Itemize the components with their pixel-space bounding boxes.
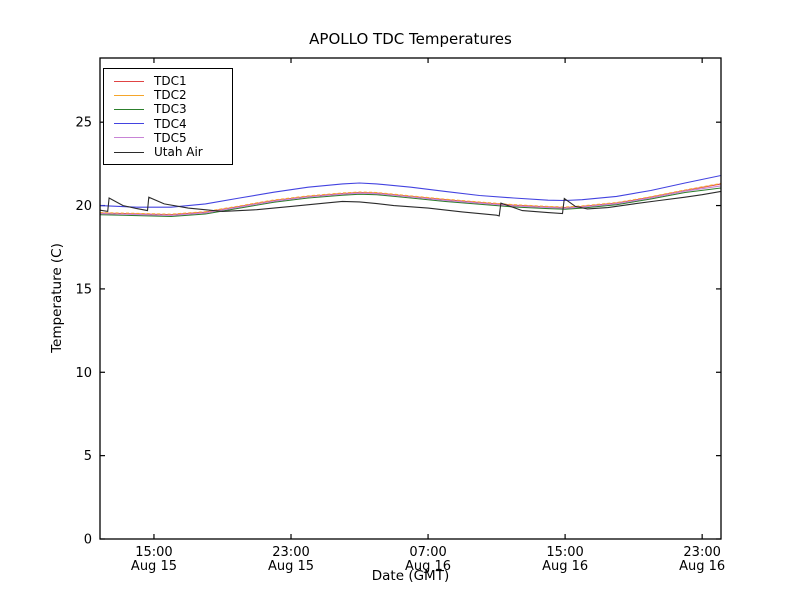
x-tick-label-date: Aug 16 xyxy=(405,559,451,574)
x-tick-label-time: 15:00 xyxy=(135,545,172,560)
legend-line-tdc4 xyxy=(114,123,144,125)
y-tick-label: 25 xyxy=(75,116,92,131)
legend-line-tdc5 xyxy=(114,137,144,139)
x-axis-label: Date (GMT) xyxy=(371,568,450,584)
y-tick-label: 10 xyxy=(75,366,92,381)
chart-title: APOLLO TDC Temperatures xyxy=(309,30,512,48)
x-tick-label-date: Aug 15 xyxy=(268,559,314,574)
x-tick-label-time: 23:00 xyxy=(683,545,720,560)
legend-item-tdc2: TDC2 xyxy=(104,88,232,102)
x-tick-label-date: Aug 15 xyxy=(131,559,177,574)
x-tick-label-time: 23:00 xyxy=(272,545,309,560)
legend-label-tdc5: TDC5 xyxy=(154,130,187,145)
x-tick-label-date: Aug 16 xyxy=(542,559,588,574)
legend-label-utah-air: Utah Air xyxy=(154,145,203,160)
legend-item-tdc3: TDC3 xyxy=(104,102,232,116)
series-line-utah-air xyxy=(100,190,721,217)
x-tick-label-time: 07:00 xyxy=(409,545,446,560)
y-tick-label: 15 xyxy=(75,282,92,297)
x-tick-label-date: Aug 16 xyxy=(679,559,725,574)
series-line-tdc1 xyxy=(100,183,721,216)
x-tick-label-time: 15:00 xyxy=(546,545,583,560)
legend-item-tdc5: TDC5 xyxy=(104,131,232,145)
legend-line-utah-air xyxy=(114,151,144,153)
series-line-tdc3 xyxy=(100,187,721,217)
y-tick-label: 5 xyxy=(84,449,92,464)
legend-line-tdc3 xyxy=(114,108,144,110)
y-tick-label: 20 xyxy=(75,199,92,214)
legend-label-tdc4: TDC4 xyxy=(154,116,187,131)
legend-item-utah-air: Utah Air xyxy=(104,145,232,159)
y-tick-label: 0 xyxy=(84,533,92,548)
y-axis-label: Temperature (C) xyxy=(49,243,65,353)
plot-frame xyxy=(99,57,722,540)
legend-label-tdc3: TDC3 xyxy=(154,102,187,117)
legend-item-tdc4: TDC4 xyxy=(104,117,232,131)
legend: TDC1 TDC2 TDC3 TDC4 TDC5 Utah Air xyxy=(103,68,233,166)
legend-line-tdc1 xyxy=(114,80,144,82)
legend-item-tdc1: TDC1 xyxy=(104,74,232,88)
legend-label-tdc2: TDC2 xyxy=(154,88,187,103)
legend-label-tdc1: TDC1 xyxy=(154,74,187,89)
legend-line-tdc2 xyxy=(114,94,144,96)
series-line-tdc4 xyxy=(100,174,721,208)
series-line-tdc2 xyxy=(100,182,721,215)
